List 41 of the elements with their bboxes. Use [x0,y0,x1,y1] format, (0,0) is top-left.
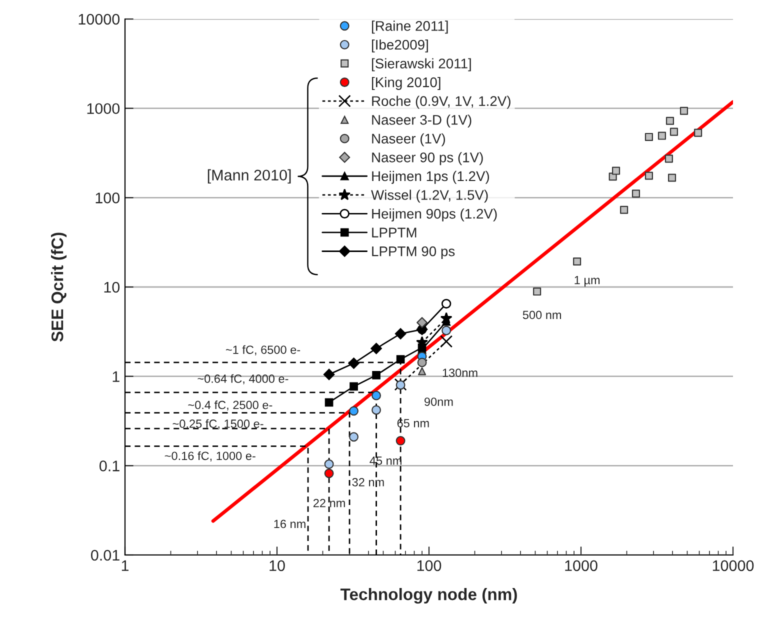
y-tick-label: 10 [104,282,120,293]
annotation: ~0.64 fC, 4000 e- [198,374,288,384]
annotation: 45 nm [370,456,402,465]
annotation: ~0.25 fC, 1500 e- [172,419,264,430]
annotation: 90nm [424,398,453,406]
x-tick-label: 1 [122,560,129,571]
x-tick-label: 10000 [712,560,754,572]
annotation: 16 nm [274,520,306,528]
x-tick-label: 1000 [565,560,598,572]
y-tick-label: 1 [112,371,120,382]
legend-label: Roche (0.9V, 1V, 1.2V) [372,96,510,109]
y-tick-label: 0.1 [100,460,120,472]
annotation: ~0.16 fC, 1000 e- [164,451,256,462]
legend-label: [Raine 2011] [372,20,448,34]
legend-label: LPPTM 90 ps [372,246,455,259]
legend-label: [Ibe2009] [372,39,428,52]
x-axis-title: Technology node (nm) [340,588,517,604]
x-tick-label: 100 [417,560,442,572]
annotation: 500 nm [522,310,561,320]
legend-label: Naseer 90 ps (1V) [372,152,483,166]
y-tick-label: 1000 [87,103,120,114]
annotation: 65 nm [397,419,429,428]
legend-label: Naseer 3-D (1V) [372,114,472,128]
y-tick-label: 0.01 [91,550,120,561]
y-tick-label: 100 [96,192,120,204]
annotation: 22 nm [313,498,345,508]
legend-label: Naseer (1V) [372,133,446,146]
legend-label: [King 2010] [372,77,440,90]
x-tick-label: 10 [270,560,285,572]
legend-label: LPPTM [372,228,416,238]
annotation: ~0.4 fC, 2500 e- [188,400,272,411]
y-axis-title: SEE Qcrit (fC) [51,232,67,342]
annotation: 130nm [442,368,478,377]
annotation: 1 µm [574,276,600,287]
legend-label: Wissel (1.2V, 1.5V) [371,190,488,203]
annotation: ~1 fC, 6500 e- [226,345,300,356]
y-tick-label: 10000 [78,14,120,25]
legend-label: Heijmen 90ps (1.2V) [372,208,497,222]
annotation: [Mann 2010] [208,169,291,184]
legend-label: Heijmen 1ps (1.2V) [372,170,490,184]
legend-label: [Sierawski 2011] [372,58,471,72]
